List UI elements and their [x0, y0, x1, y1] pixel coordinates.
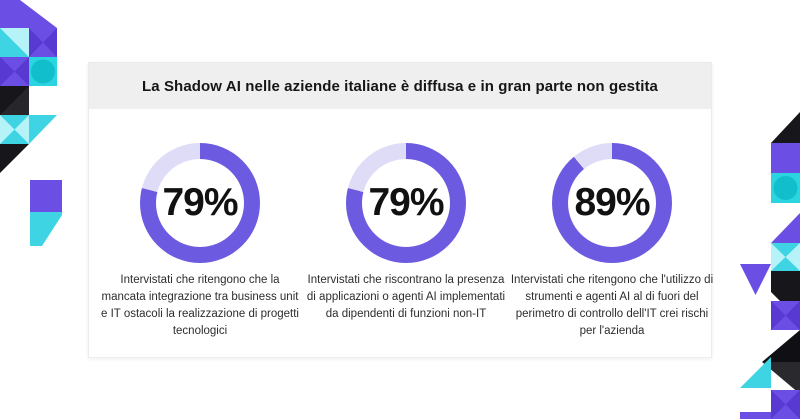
stat-column-1: 79% Intervistati che ritengono che la ma… [97, 143, 303, 340]
donut-percentage-1: 79% [162, 181, 238, 224]
donut-chart-3: 89% [552, 143, 672, 263]
stat-column-3: 89% Intervistati che ritengono che l'uti… [509, 143, 715, 340]
card-title: La Shadow AI nelle aziende italiane è di… [141, 77, 659, 95]
donut-chart-2: 79% [346, 143, 466, 263]
mosaic-decoration-left [0, 0, 62, 246]
donut-chart-1: 79% [140, 143, 260, 263]
donut-hole [568, 159, 656, 247]
donut-percentage-3: 89% [574, 181, 650, 224]
donut-hole [362, 159, 450, 247]
donut-hole [156, 159, 244, 247]
stat-column-2: 79% Intervistati che riscontrano la pres… [303, 143, 509, 323]
donut-percentage-2: 79% [368, 181, 444, 224]
infographic-card: La Shadow AI nelle aziende italiane è di… [88, 62, 713, 358]
stat-caption-3: Intervistati che ritengono che l'utilizz… [510, 274, 714, 338]
stat-caption-1: Intervistati che ritengono che la mancat… [101, 274, 299, 338]
stat-caption-2: Intervistati che riscontrano la presenza… [306, 274, 506, 321]
mosaic-decoration-right [740, 112, 800, 419]
stats-row: 79% Intervistati che ritengono che la ma… [89, 109, 713, 340]
card-header: La Shadow AI nelle aziende italiane è di… [89, 63, 711, 109]
